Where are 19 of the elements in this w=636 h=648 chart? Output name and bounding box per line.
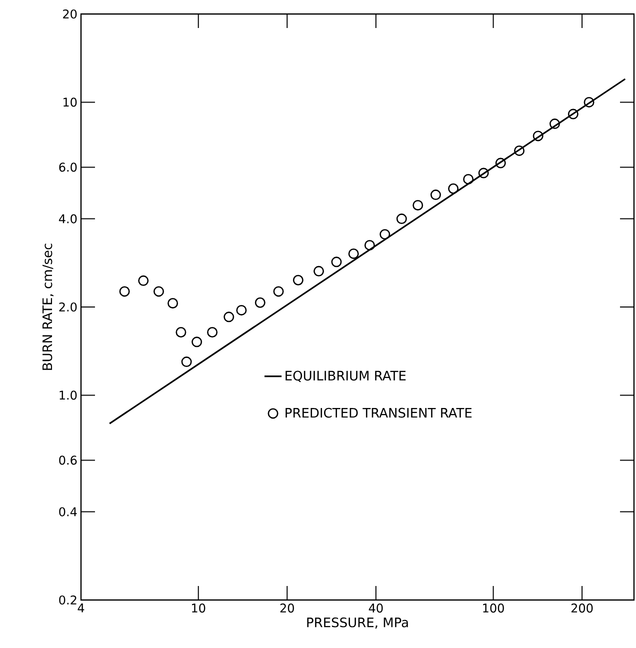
x-tick-label: 10 — [192, 604, 206, 613]
x-tick-label: 100 — [483, 604, 504, 613]
legend-label: PREDICTED TRANSIENT RATE — [286, 408, 472, 418]
x-axis-title: PRESSURE, MPa — [307, 617, 408, 629]
legend-label: EQUILIBRIUM RATE — [286, 370, 406, 382]
y-tick-label: 10 — [64, 98, 77, 107]
y-tick-label: 1.0 — [60, 390, 77, 400]
y-tick-label: 0.4 — [59, 507, 77, 516]
x-tick-label: 20 — [280, 604, 294, 613]
x-tick-label: 40 — [368, 604, 383, 613]
y-tick-label: 0.6 — [59, 456, 77, 465]
x-tick-label: 4 — [78, 604, 84, 612]
y-tick-label: 6.0 — [59, 162, 77, 172]
x-tick-label: 200 — [571, 604, 593, 613]
y-tick-label: 20 — [63, 9, 77, 19]
y-axis-title: BURN RATE, cm/sec — [42, 244, 54, 370]
y-tick-label: 0.2 — [59, 595, 76, 605]
y-tick-label: 2.0 — [59, 302, 77, 312]
y-tick-label: 4.0 — [58, 214, 77, 224]
